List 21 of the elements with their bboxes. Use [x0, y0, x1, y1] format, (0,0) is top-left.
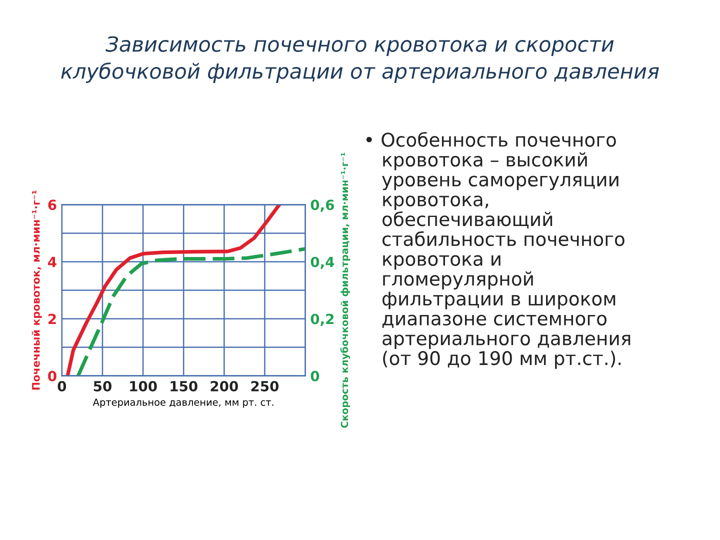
- x-tick-label: 150: [170, 380, 198, 392]
- y-axis-title: Почечный кровоток, мл·мин⁻¹·г⁻¹: [32, 190, 42, 390]
- y2-tick-label: 0: [310, 370, 320, 382]
- x-tick-label: 250: [251, 380, 279, 392]
- y2-axis-title: Скорость клубочковой фильтрации, мл·мин⁻¹·г⁻¹: [340, 152, 350, 428]
- y-tick-label: 2: [48, 314, 56, 324]
- text: Зависимость почечного кровотока и скорости клубочковой фильтрации от артериального давления: [61, 36, 659, 83]
- y-tick-label: 6: [48, 200, 56, 210]
- x-tick-label: 200: [210, 380, 238, 392]
- text: • Особенность почечного кровотока – высокий уровень саморегуляции кровотока, обеспечивающий стабильность почечного кровотока и гломерулярной фильтрации в широком диапазоне системного артериального давления (от 90 до 190 мм рт.ст.).: [366, 132, 630, 369]
- x-axis-title: Артериальное давление, мм рт. ст.: [92, 398, 274, 408]
- y-tick-label: 0: [48, 370, 56, 382]
- line-series: [76, 247, 306, 376]
- y-tick-label: 4: [48, 256, 56, 267]
- x-tick-label: 100: [130, 380, 157, 392]
- y2-tick-label: 0,4: [310, 256, 334, 269]
- y2-tick-label: 0,2: [310, 314, 334, 326]
- x-tick-label: 0: [58, 380, 66, 392]
- line-series: [66, 204, 282, 376]
- x-tick-label: 50: [94, 380, 112, 392]
- y2-tick-label: 0,6: [310, 200, 334, 212]
